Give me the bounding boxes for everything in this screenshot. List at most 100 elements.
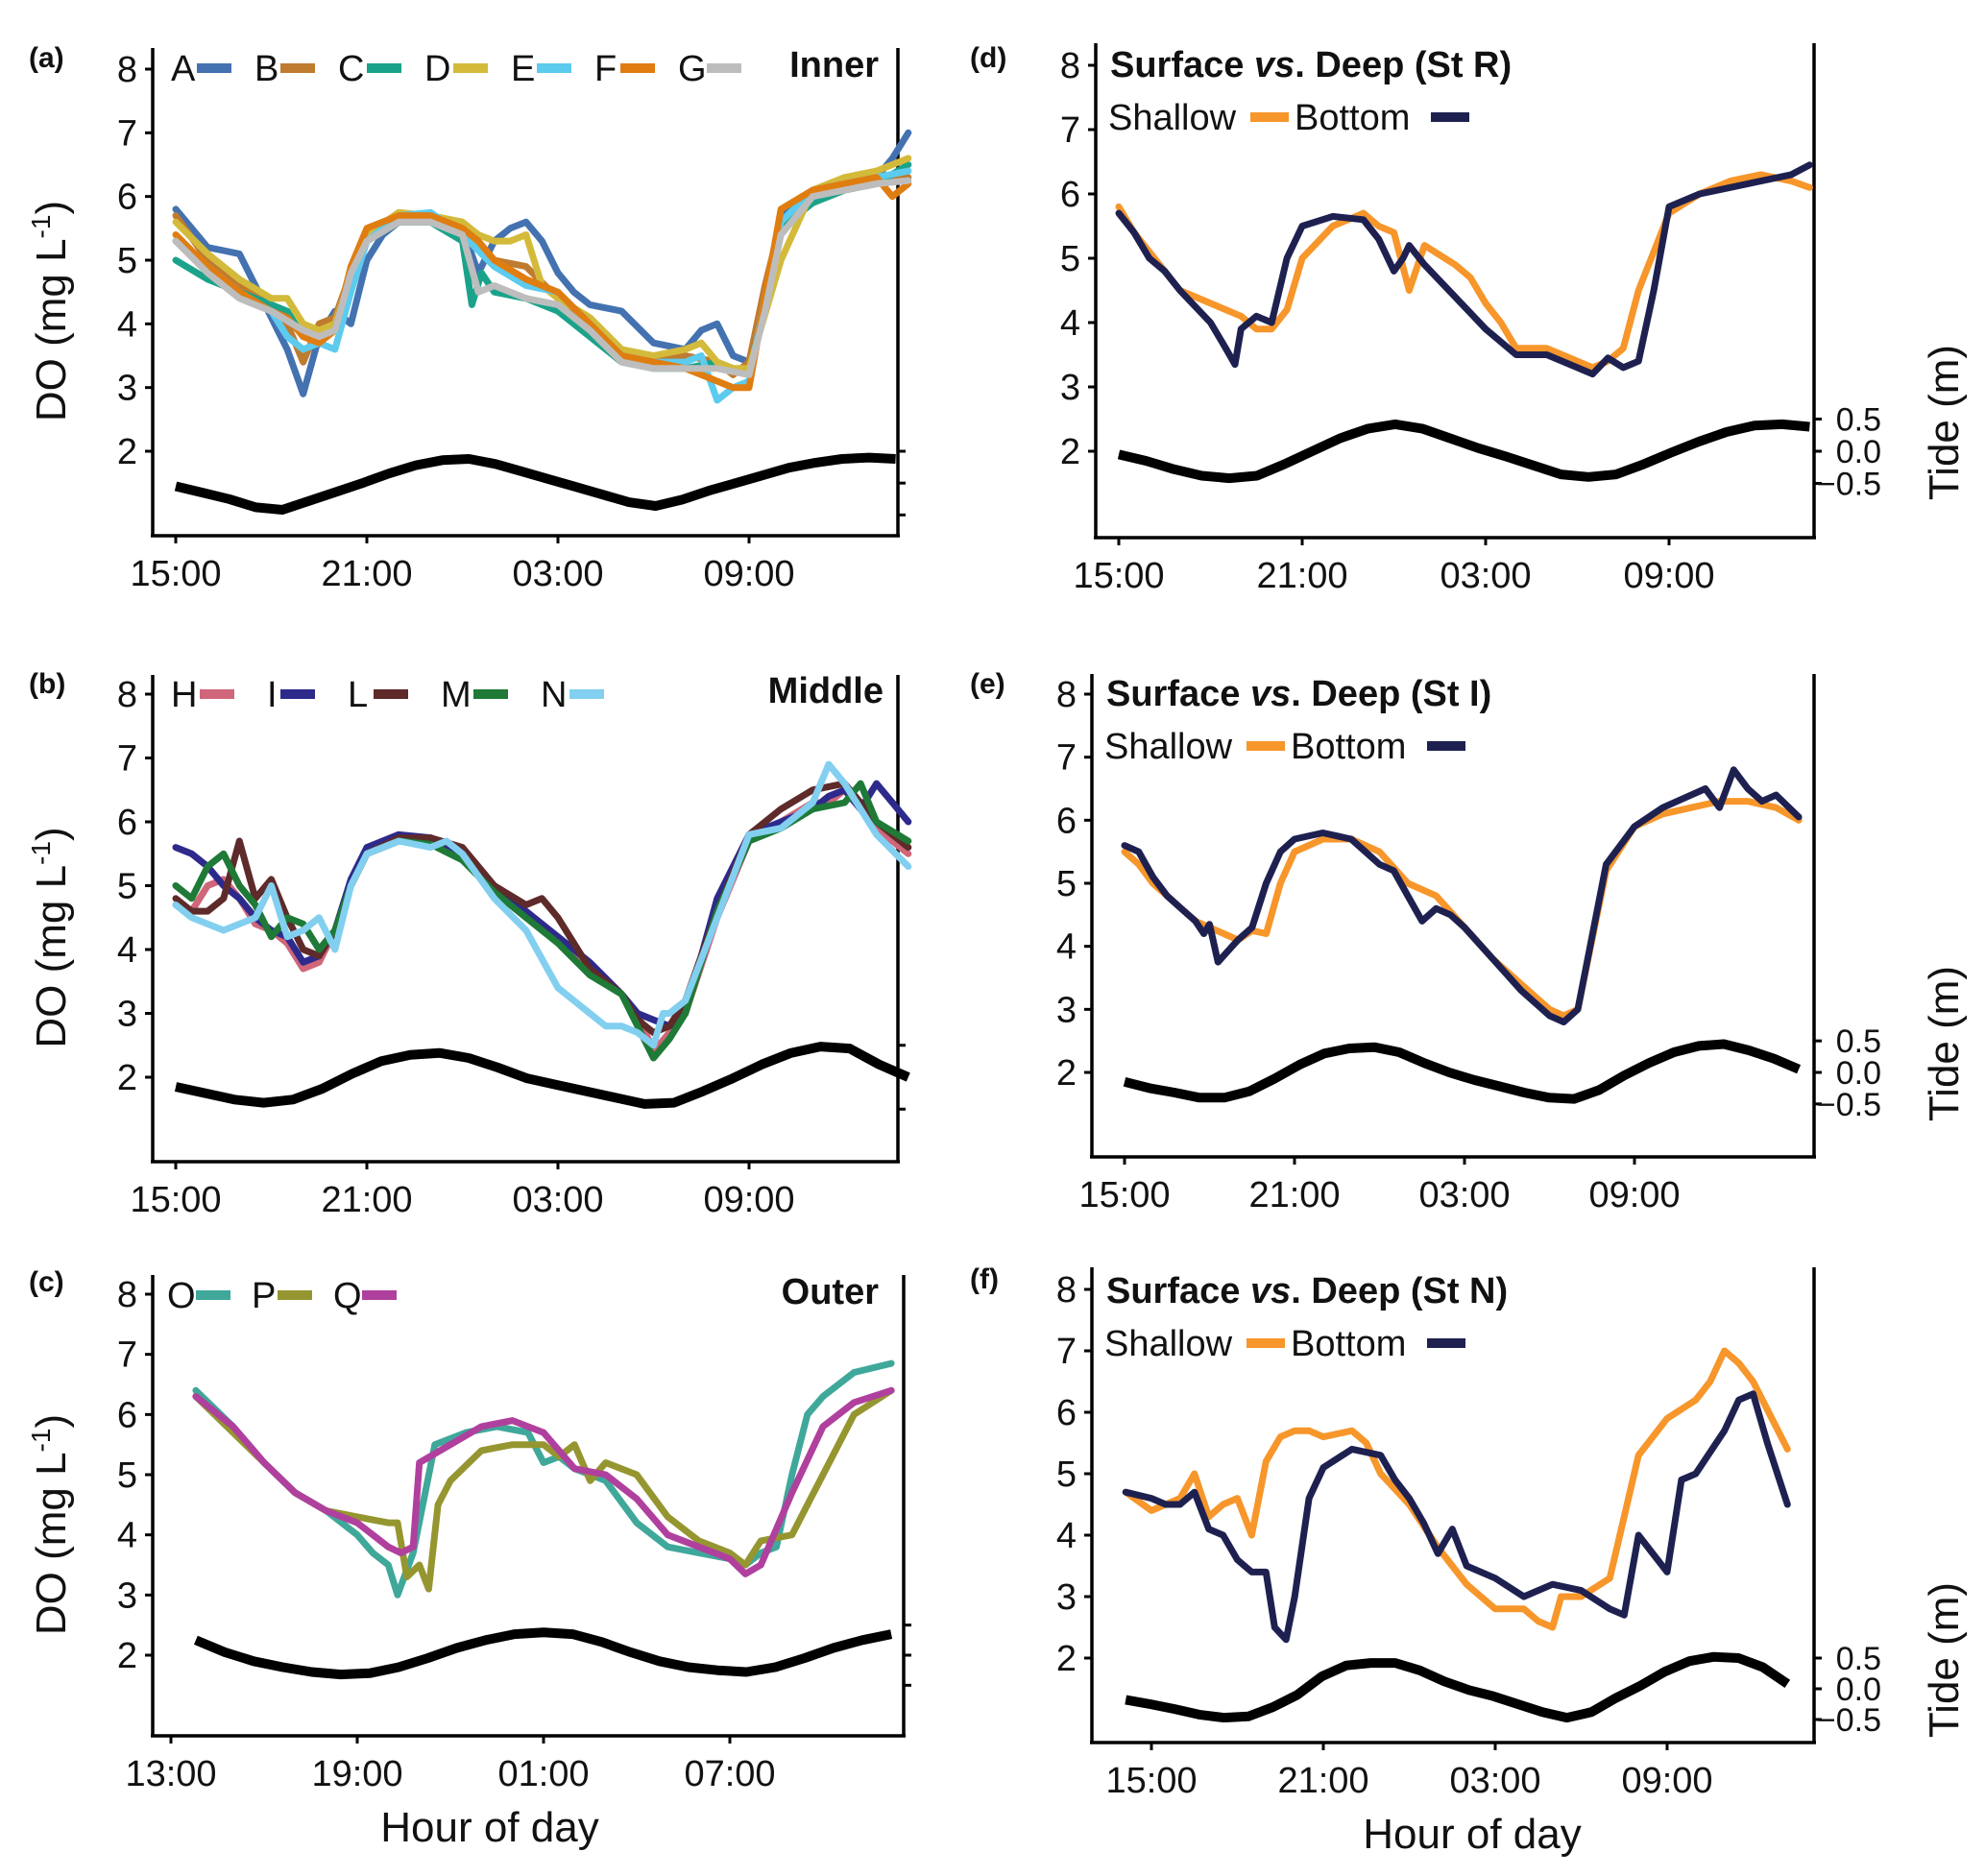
x-tick-label: 07:00 xyxy=(684,1754,775,1794)
y-tick-label: 8 xyxy=(117,1275,137,1315)
y-tick-label: 6 xyxy=(1056,801,1077,841)
panel-title-part: vs xyxy=(1250,674,1291,714)
legend-swatch-l xyxy=(374,689,408,699)
panel-title: Middle xyxy=(768,671,884,711)
y-axis-title: DO (mg L-1) xyxy=(26,201,75,421)
y-tick-label: 7 xyxy=(117,1335,137,1376)
legend-label: E xyxy=(511,49,535,89)
panel-label: (b) xyxy=(29,668,65,700)
y-axis-title-superscript: -1 xyxy=(26,841,56,865)
y-tick-label: 2 xyxy=(1060,432,1080,472)
panel-title: Surface vs. Deep (St R) xyxy=(1110,45,1512,85)
y-tick-label: 3 xyxy=(1060,368,1080,408)
tide-line xyxy=(193,1627,893,1680)
legend-swatch-bottom xyxy=(1431,112,1469,122)
y-axis-title-text: DO (mg L xyxy=(28,865,75,1048)
y-tick-label: 3 xyxy=(117,1575,137,1616)
legend-label: C xyxy=(338,49,364,89)
x-tick-label: 21:00 xyxy=(321,554,412,594)
y-axis-title-text: DO (mg L xyxy=(28,238,75,421)
y-tick-label: 6 xyxy=(117,803,137,843)
legend-swatch-q xyxy=(362,1290,397,1300)
x-tick-label: 09:00 xyxy=(1623,556,1714,596)
series-line-bottom xyxy=(1122,1390,1791,1644)
x-tick-label: 21:00 xyxy=(1248,1175,1340,1215)
y-tick-label: 4 xyxy=(1060,303,1080,344)
legend-swatch-m xyxy=(473,689,508,699)
panel-label: (f) xyxy=(970,1263,999,1295)
series-line-f xyxy=(172,174,912,392)
panel-title-part: . Deep (St I) xyxy=(1291,674,1491,714)
y-tick-label: 8 xyxy=(1056,1270,1077,1311)
x-tick-label: 15:00 xyxy=(130,554,221,594)
tide-line xyxy=(174,1042,910,1109)
x-axis-title: Hour of day xyxy=(380,1804,598,1851)
y-tick-label: 4 xyxy=(117,1516,137,1556)
tide-tick-label: 0.5 xyxy=(1836,1641,1881,1677)
y-tick-label: 8 xyxy=(1060,46,1080,86)
panel-e: (e) 2 3 4 5 6 7 8 15:00 21:00 03:00 09:00 0.50.0−0.5… xyxy=(970,668,1968,1215)
x-tick-label: 21:00 xyxy=(1277,1761,1368,1801)
x-tick-label: 03:00 xyxy=(1418,1175,1510,1215)
x-tick-label: 15:00 xyxy=(1105,1761,1197,1801)
legend-swatch-n xyxy=(569,689,604,699)
tide-tick-label: 0.0 xyxy=(1836,434,1881,470)
tide-axis-title: Tide (m) xyxy=(1921,345,1968,500)
y-axis-title-superscript: -1 xyxy=(26,1429,56,1453)
y-tick-label: 4 xyxy=(1056,1516,1077,1556)
y-tick-label: 8 xyxy=(117,50,137,90)
legend-label: Shallow xyxy=(1108,98,1237,138)
y-tick-label: 3 xyxy=(1056,990,1077,1030)
legend-label: M xyxy=(441,675,472,715)
legend-swatch-o xyxy=(196,1290,230,1300)
panel-title-part: Surface xyxy=(1106,1271,1250,1311)
x-tick-label: 03:00 xyxy=(1440,556,1531,596)
tide-tick-label: 0.0 xyxy=(1836,1672,1881,1708)
panel-a: (a) 2 3 4 5 6 7 8 15:00 21:00 03:00 09:00 DO (mg L-1… xyxy=(26,42,912,594)
x-tick-label: 21:00 xyxy=(1256,556,1347,596)
y-tick-label: 5 xyxy=(1056,864,1077,904)
y-tick-label: 2 xyxy=(117,432,137,472)
legend-swatch-shallow xyxy=(1247,741,1285,751)
legend-swatch-e xyxy=(537,63,571,73)
y-tick-label: 4 xyxy=(117,930,137,971)
y-tick-label: 5 xyxy=(1056,1455,1077,1495)
legend-swatch-b xyxy=(280,63,315,73)
x-axis-title: Hour of day xyxy=(1363,1811,1581,1858)
x-tick-label: 09:00 xyxy=(1621,1761,1712,1801)
tide-tick-label: −0.5 xyxy=(1817,1087,1881,1123)
tide-axis-title: Tide (m) xyxy=(1921,1582,1968,1738)
x-tick-label: 13:00 xyxy=(125,1754,216,1794)
tide-line xyxy=(174,452,896,515)
legend-swatch-d xyxy=(453,63,488,73)
legend-label: G xyxy=(678,49,707,89)
panel-f: (f) 2 3 4 5 6 7 8 15:00 21:00 03:00 09:00 Hour of da… xyxy=(970,1263,1968,1858)
legend-label: L xyxy=(348,675,368,715)
y-tick-label: 7 xyxy=(1056,738,1077,779)
legend-label: B xyxy=(254,49,278,89)
legend-swatch-g xyxy=(707,63,741,73)
legend-swatch-shallow xyxy=(1247,1338,1285,1348)
series-line-a xyxy=(172,129,912,397)
tide-line xyxy=(1123,1039,1802,1104)
panel-title: Outer xyxy=(782,1272,880,1312)
y-tick-label: 4 xyxy=(117,304,137,345)
x-tick-label: 09:00 xyxy=(703,554,794,594)
panel-label: (e) xyxy=(970,668,1005,700)
legend-swatch-bottom xyxy=(1427,1338,1465,1348)
x-tick-label: 19:00 xyxy=(311,1754,402,1794)
x-tick-label: 01:00 xyxy=(497,1754,589,1794)
y-tick-label: 5 xyxy=(117,867,137,907)
y-axis-title-paren: ) xyxy=(28,1414,75,1429)
x-tick-label: 09:00 xyxy=(1588,1175,1680,1215)
panel-title-part: . Deep (St R) xyxy=(1295,45,1512,85)
panel-b: (b) 2 3 4 5 6 7 8 15:00 21:00 03:00 09:00 DO (mg L-1… xyxy=(26,668,912,1220)
y-tick-label: 4 xyxy=(1056,927,1077,968)
panel-title-part: . Deep (St N) xyxy=(1291,1271,1508,1311)
y-tick-label: 2 xyxy=(117,1058,137,1098)
legend-label: Shallow xyxy=(1104,727,1233,767)
x-tick-label: 15:00 xyxy=(1073,556,1164,596)
y-tick-label: 7 xyxy=(1060,110,1080,151)
y-axis-title-text: DO (mg L xyxy=(28,1452,75,1635)
series-line-g xyxy=(172,177,912,378)
